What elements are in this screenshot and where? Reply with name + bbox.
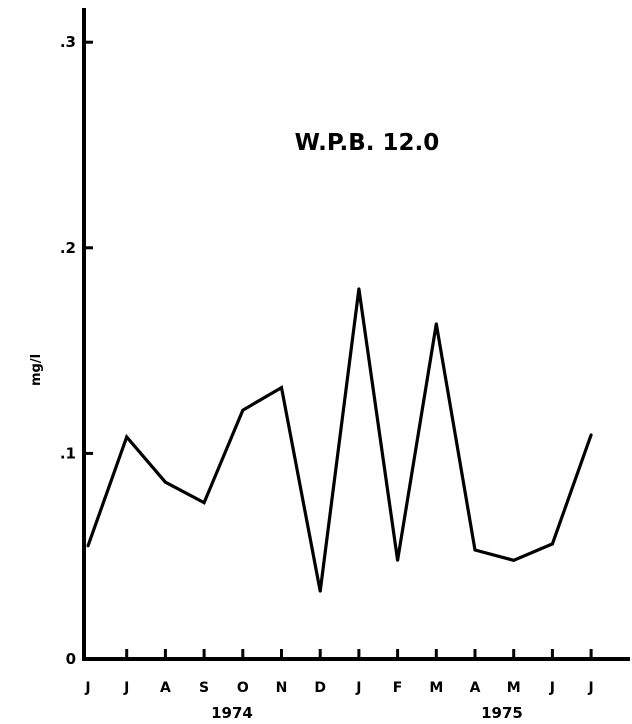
data-point	[86, 544, 90, 548]
x-tick-label: J	[84, 680, 90, 696]
data-point	[550, 542, 554, 546]
y-tick-label: 0	[66, 650, 76, 668]
data-point	[163, 480, 167, 484]
x-tick-label: J	[123, 680, 129, 696]
y-axis-ticks: 0 .1 .2 .3	[60, 33, 93, 668]
data-point	[280, 386, 283, 390]
data-point	[434, 322, 438, 326]
x-tick-label: J	[549, 680, 555, 696]
x-tick-label: O	[237, 680, 249, 696]
data-point	[396, 558, 400, 562]
data-point	[202, 501, 206, 505]
y-axis-label: mg/l	[29, 354, 44, 386]
x-tick-label: D	[314, 680, 326, 696]
data-point	[241, 408, 245, 412]
data-point	[357, 287, 361, 291]
y-tick-label: .2	[60, 239, 76, 257]
data-point	[512, 558, 516, 562]
x-tick-label: S	[199, 680, 209, 696]
data-point	[125, 435, 129, 439]
series-points	[86, 287, 593, 593]
x-tick-label: J	[355, 680, 361, 696]
chart-axes	[82, 8, 630, 661]
x-tick-label: N	[276, 680, 288, 696]
y-tick-label: .1	[60, 444, 76, 462]
data-point	[318, 589, 322, 593]
year-label-1974: 1974	[211, 704, 253, 722]
x-tick-label: M	[429, 680, 443, 696]
x-tick-label: M	[507, 680, 521, 696]
x-tick-label: A	[470, 680, 481, 696]
y-tick-label: .3	[60, 33, 76, 51]
x-tick-label: F	[393, 680, 403, 696]
year-label-1975: 1975	[481, 704, 523, 722]
data-point	[473, 548, 477, 552]
x-tick-label: J	[587, 680, 593, 696]
x-tick-label: A	[160, 680, 171, 696]
series-line	[86, 288, 593, 592]
chart-title: W.P.B. 12.0	[295, 130, 440, 156]
data-point	[589, 433, 593, 437]
